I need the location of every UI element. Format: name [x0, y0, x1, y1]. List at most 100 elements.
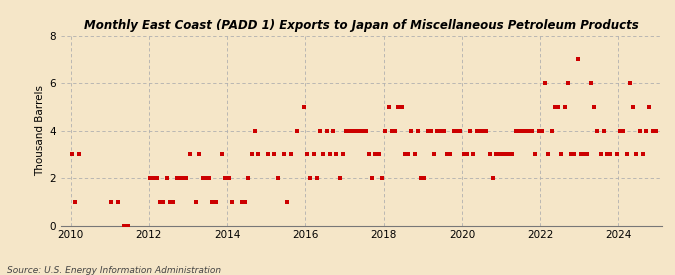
Point: [592, 128, 603, 133]
Point: [383, 105, 394, 109]
Point: [641, 128, 651, 133]
Point: [308, 152, 319, 156]
Point: [406, 128, 416, 133]
Point: [549, 105, 560, 109]
Point: [220, 176, 231, 180]
Point: [423, 128, 433, 133]
Point: [279, 152, 290, 156]
Point: [282, 200, 293, 204]
Point: [526, 128, 537, 133]
Point: [334, 176, 345, 180]
Point: [585, 81, 596, 85]
Point: [197, 176, 208, 180]
Point: [543, 152, 554, 156]
Point: [615, 128, 626, 133]
Point: [367, 176, 377, 180]
Y-axis label: Thousand Barrels: Thousand Barrels: [35, 85, 45, 176]
Point: [612, 152, 622, 156]
Point: [360, 128, 371, 133]
Point: [403, 152, 414, 156]
Point: [194, 152, 205, 156]
Point: [168, 200, 179, 204]
Point: [298, 105, 309, 109]
Point: [471, 128, 482, 133]
Point: [409, 152, 420, 156]
Point: [510, 128, 521, 133]
Point: [442, 152, 453, 156]
Point: [178, 176, 188, 180]
Point: [152, 176, 163, 180]
Point: [637, 152, 648, 156]
Text: Source: U.S. Energy Information Administration: Source: U.S. Energy Information Administ…: [7, 266, 221, 275]
Point: [484, 152, 495, 156]
Point: [106, 200, 117, 204]
Point: [347, 128, 358, 133]
Point: [171, 176, 182, 180]
Point: [122, 223, 133, 228]
Point: [478, 128, 489, 133]
Point: [618, 128, 628, 133]
Point: [562, 81, 573, 85]
Point: [628, 105, 639, 109]
Point: [305, 176, 316, 180]
Point: [458, 152, 469, 156]
Point: [481, 128, 492, 133]
Point: [520, 128, 531, 133]
Point: [331, 152, 342, 156]
Point: [455, 128, 466, 133]
Point: [377, 176, 387, 180]
Point: [546, 128, 557, 133]
Point: [448, 128, 459, 133]
Point: [400, 152, 410, 156]
Point: [269, 152, 279, 156]
Point: [263, 152, 273, 156]
Point: [462, 152, 472, 156]
Point: [497, 152, 508, 156]
Point: [386, 128, 397, 133]
Point: [432, 128, 443, 133]
Point: [514, 128, 524, 133]
Point: [315, 128, 325, 133]
Point: [286, 152, 296, 156]
Point: [158, 200, 169, 204]
Point: [504, 152, 514, 156]
Point: [357, 128, 368, 133]
Point: [651, 128, 661, 133]
Point: [200, 176, 211, 180]
Point: [211, 200, 221, 204]
Point: [393, 105, 404, 109]
Point: [227, 200, 238, 204]
Point: [252, 152, 263, 156]
Point: [494, 152, 505, 156]
Point: [556, 152, 567, 156]
Point: [425, 128, 436, 133]
Point: [240, 200, 250, 204]
Point: [70, 200, 81, 204]
Point: [181, 176, 192, 180]
Point: [475, 128, 485, 133]
Point: [491, 152, 502, 156]
Point: [148, 176, 159, 180]
Point: [249, 128, 260, 133]
Point: [487, 176, 498, 180]
Point: [321, 128, 332, 133]
Point: [452, 128, 462, 133]
Point: [553, 105, 564, 109]
Point: [161, 176, 172, 180]
Point: [416, 176, 427, 180]
Point: [559, 105, 570, 109]
Point: [435, 128, 446, 133]
Point: [311, 176, 322, 180]
Point: [419, 176, 430, 180]
Point: [380, 128, 391, 133]
Point: [354, 128, 364, 133]
Point: [184, 152, 195, 156]
Point: [373, 152, 384, 156]
Point: [246, 152, 257, 156]
Point: [204, 176, 215, 180]
Point: [576, 152, 587, 156]
Point: [217, 152, 227, 156]
Point: [389, 128, 400, 133]
Point: [589, 105, 599, 109]
Point: [67, 152, 78, 156]
